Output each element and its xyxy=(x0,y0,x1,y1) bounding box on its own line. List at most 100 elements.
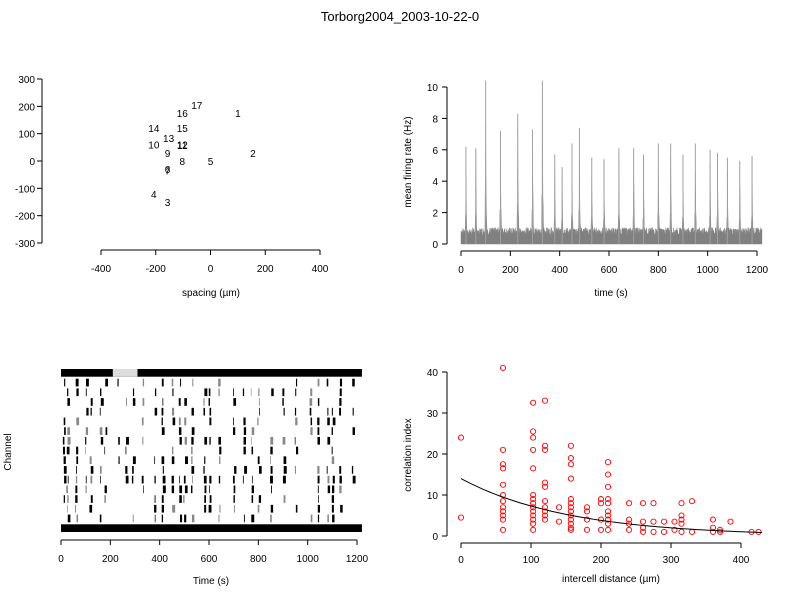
data-point xyxy=(530,465,537,472)
spike-burst xyxy=(191,466,195,474)
spike-burst xyxy=(326,466,328,474)
spike-burst xyxy=(309,407,312,416)
spike-burst xyxy=(204,485,207,494)
data-point xyxy=(499,504,507,511)
spike-burst xyxy=(339,378,343,387)
spike-burst xyxy=(161,407,164,416)
spike-burst xyxy=(257,504,260,513)
y-tick-label: 30 xyxy=(427,409,439,420)
spike-burst xyxy=(125,466,128,474)
x-tick-label: -200 xyxy=(146,264,166,275)
spike-burst xyxy=(317,378,320,387)
data-point xyxy=(660,528,668,535)
spike-burst xyxy=(171,407,175,416)
spike-burst xyxy=(209,407,212,416)
y-tick-label: 10 xyxy=(427,491,439,502)
data-point xyxy=(639,518,647,525)
spike-burst xyxy=(233,398,237,406)
spike-burst xyxy=(161,378,164,387)
spike-burst xyxy=(233,485,236,494)
data-point xyxy=(541,512,549,519)
x-tick-label: 0 xyxy=(458,555,464,566)
spike-burst xyxy=(118,436,120,445)
electrode-label: 3 xyxy=(165,198,171,209)
electrode-label: 12 xyxy=(177,141,189,152)
spike-burst xyxy=(219,446,222,455)
data-point xyxy=(541,483,549,490)
data-point xyxy=(499,461,507,468)
x-tick-label: 200 xyxy=(257,264,274,275)
spike-burst xyxy=(250,388,252,397)
data-point xyxy=(541,397,549,404)
spike-burst xyxy=(310,514,313,523)
raster-dense-channel xyxy=(61,524,362,532)
spike-burst xyxy=(67,427,70,435)
spike-burst xyxy=(218,436,221,445)
spike-burst xyxy=(351,466,354,474)
spike-burst xyxy=(310,417,313,426)
spike-burst xyxy=(340,504,343,513)
x-axis-label: Time (s) xyxy=(193,576,229,587)
spike-burst xyxy=(90,466,94,474)
spike-burst xyxy=(162,485,166,494)
spike-burst xyxy=(209,495,212,503)
spike-burst xyxy=(154,456,156,465)
electrode-label: 10 xyxy=(148,141,160,152)
spike-burst xyxy=(183,475,186,484)
spike-burst xyxy=(178,417,181,426)
spike-burst xyxy=(62,436,65,445)
spike-burst xyxy=(67,436,71,445)
data-point xyxy=(597,500,605,507)
spike-burst xyxy=(143,485,144,494)
spike-burst xyxy=(125,475,129,484)
x-tick-label: 800 xyxy=(650,265,667,276)
spike-burst xyxy=(85,378,89,387)
y-tick-label: -300 xyxy=(15,239,35,250)
spike-burst xyxy=(317,417,320,426)
data-point xyxy=(499,512,507,519)
spike-burst xyxy=(184,436,187,445)
data-point xyxy=(530,500,537,507)
data-point xyxy=(567,455,574,462)
spike-burst xyxy=(251,495,254,503)
data-point xyxy=(567,496,574,503)
spike-burst xyxy=(172,446,174,455)
electrode-label: 17 xyxy=(191,101,203,112)
data-point xyxy=(567,508,574,515)
data-point xyxy=(625,516,633,523)
spike-burst xyxy=(131,475,134,484)
spike-burst xyxy=(204,504,207,513)
spike-burst xyxy=(161,495,164,503)
spike-burst xyxy=(105,378,109,387)
y-tick-label: 6 xyxy=(432,146,438,157)
spike-burst xyxy=(171,475,174,484)
spike-burst xyxy=(100,475,101,484)
spike-burst xyxy=(100,398,104,406)
spike-burst xyxy=(99,427,103,435)
spike-burst xyxy=(283,456,287,465)
electrode-label: 13 xyxy=(163,134,175,145)
x-tick-label: 200 xyxy=(502,265,519,276)
data-point xyxy=(499,446,507,453)
y-tick-label: 2 xyxy=(432,209,438,220)
spike-burst xyxy=(204,388,208,397)
fit-curve xyxy=(460,478,763,533)
spike-burst xyxy=(242,475,244,484)
spike-burst xyxy=(208,504,212,513)
spike-burst xyxy=(317,475,320,484)
spike-burst xyxy=(339,485,342,494)
spike-burst xyxy=(162,475,166,484)
spike-burst xyxy=(85,485,87,494)
y-tick-label: 200 xyxy=(18,102,35,113)
spike-burst xyxy=(257,456,260,465)
spike-burst xyxy=(154,514,156,523)
data-point xyxy=(567,461,574,468)
spike-burst xyxy=(132,388,135,397)
spike-burst xyxy=(242,388,245,397)
spike-burst xyxy=(90,398,93,406)
spike-burst xyxy=(171,378,174,387)
spike-burst xyxy=(75,504,77,513)
data-point xyxy=(650,528,657,535)
x-tick-label: 1200 xyxy=(746,265,769,276)
